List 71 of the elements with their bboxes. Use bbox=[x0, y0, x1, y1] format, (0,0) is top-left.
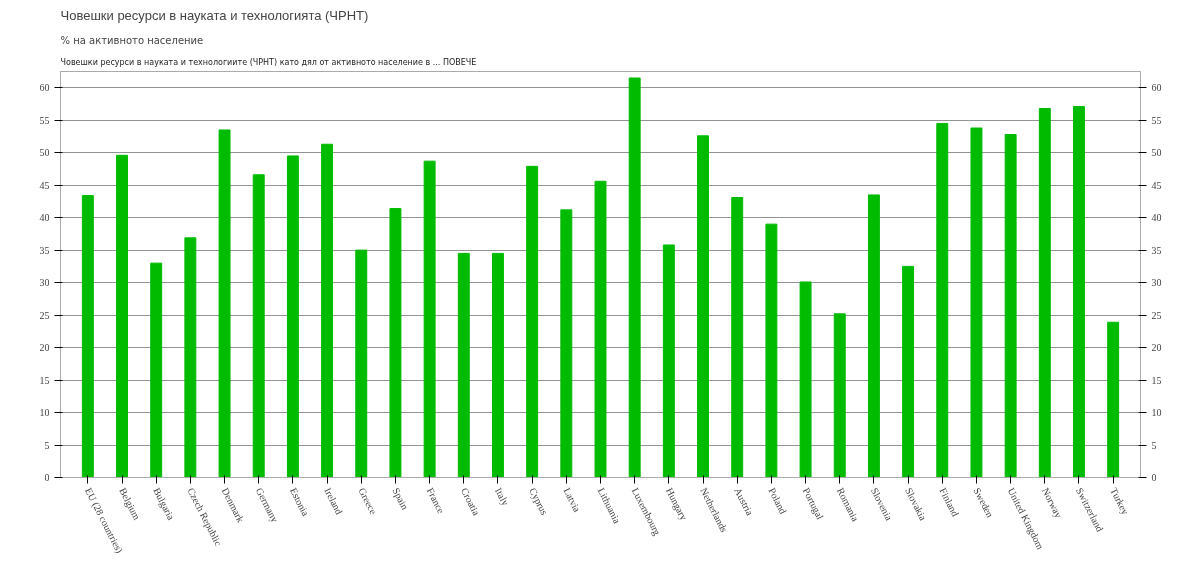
y2-tick-label: 10 bbox=[1151, 407, 1162, 419]
y2-tick-label: 40 bbox=[1151, 212, 1162, 224]
y2-tick-label: 15 bbox=[1151, 374, 1162, 386]
bar bbox=[697, 135, 709, 478]
y2-tick-label: 5 bbox=[1151, 439, 1157, 451]
bar bbox=[662, 244, 675, 478]
chart-subtitle: % на активното население bbox=[60, 34, 204, 46]
text: Човешки ресурси в науката и технологиите (ЧРНТ) като дял от активното население в ... ПОВЕЧЕ bbox=[60, 57, 477, 67]
y2-tick-label: 35 bbox=[1151, 244, 1162, 256]
y2-tick-label: 25 bbox=[1151, 309, 1162, 321]
x-tick-label: Sweden bbox=[971, 486, 996, 520]
bar bbox=[286, 155, 299, 478]
bar bbox=[1107, 321, 1120, 478]
bar bbox=[116, 154, 128, 478]
x-tick-label: Spain bbox=[390, 486, 411, 512]
bar bbox=[594, 180, 607, 478]
bar bbox=[218, 129, 231, 478]
y2-tick-label: 60 bbox=[1151, 82, 1162, 94]
y2-tick-label: 0 bbox=[1151, 472, 1157, 483]
bar bbox=[81, 195, 94, 478]
x-tick-label: Italy bbox=[493, 486, 512, 508]
x-tick-label: France bbox=[424, 486, 448, 516]
y2-tick-label: 30 bbox=[1151, 277, 1162, 289]
y-tick-label: 60 bbox=[39, 82, 50, 94]
y-tick-label: 30 bbox=[39, 277, 50, 289]
x-tick-label: Austria bbox=[732, 486, 756, 518]
y-tick-label: 45 bbox=[39, 179, 50, 191]
bar bbox=[867, 194, 880, 478]
bar bbox=[492, 252, 504, 478]
x-tick-label: Turkey bbox=[1108, 486, 1131, 517]
y-tick-label: 0 bbox=[44, 472, 50, 483]
y-tick-label: 10 bbox=[39, 407, 50, 419]
bar bbox=[355, 249, 368, 478]
x-tick-label: Croatia bbox=[458, 486, 483, 518]
y-tick-label: 25 bbox=[39, 309, 50, 321]
bar bbox=[252, 174, 265, 478]
bar bbox=[1004, 134, 1017, 478]
bar bbox=[833, 313, 846, 478]
bar bbox=[184, 237, 197, 478]
bar bbox=[628, 77, 641, 478]
bar bbox=[902, 265, 915, 478]
y-tick-label: 35 bbox=[39, 244, 50, 256]
bar bbox=[150, 262, 163, 478]
x-tick-label: Cyprus bbox=[527, 486, 551, 517]
x-tick-label: Greece bbox=[356, 486, 380, 517]
y-tick-label: 55 bbox=[39, 114, 50, 126]
chart-title: Човешки ресурси в науката и технологията (ЧРНТ) bbox=[60, 7, 369, 23]
bar bbox=[765, 223, 778, 478]
y-tick-label: 40 bbox=[39, 212, 50, 224]
bar bbox=[389, 208, 402, 478]
bar bbox=[731, 197, 744, 478]
x-tick-label: Estonia bbox=[288, 486, 312, 519]
y-tick-label: 50 bbox=[39, 147, 50, 159]
y-tick-label: 20 bbox=[39, 342, 50, 354]
y2-tick-label: 20 bbox=[1151, 342, 1162, 354]
y2-tick-label: 55 bbox=[1151, 114, 1162, 126]
bar bbox=[936, 122, 949, 478]
bar bbox=[1038, 108, 1051, 478]
bar bbox=[560, 209, 573, 478]
y-tick-label: 5 bbox=[44, 439, 50, 451]
bar bbox=[799, 281, 812, 478]
x-tick-label: Latvia bbox=[561, 486, 584, 515]
y2-tick-label: 45 bbox=[1151, 179, 1162, 191]
y2-tick-label: 50 bbox=[1151, 147, 1162, 159]
bar bbox=[321, 143, 334, 478]
bar bbox=[970, 127, 983, 478]
bar bbox=[423, 160, 436, 478]
bar bbox=[1073, 106, 1085, 478]
bar bbox=[526, 165, 539, 478]
y-tick-label: 15 bbox=[39, 374, 50, 386]
bar bbox=[457, 252, 470, 478]
